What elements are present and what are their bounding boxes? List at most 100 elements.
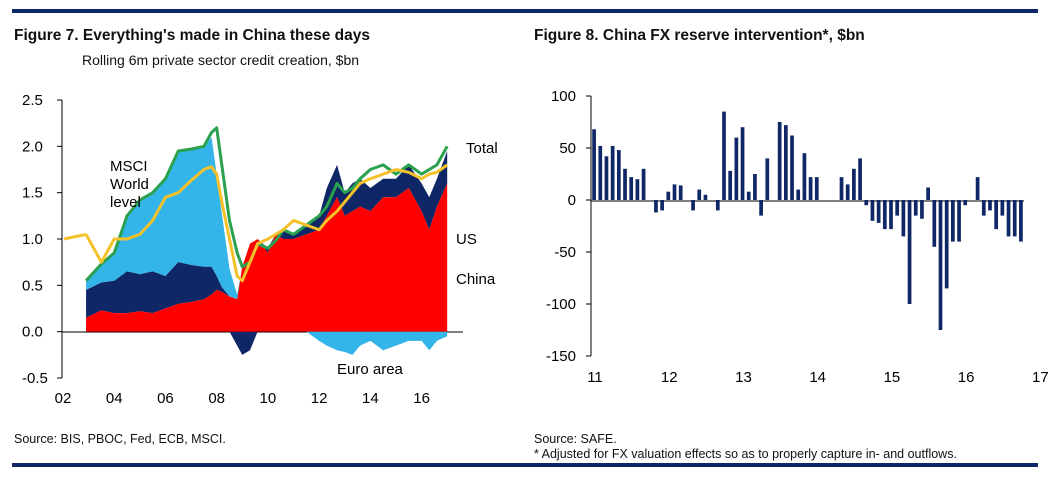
- fig8-bar: [740, 127, 745, 200]
- fig8-y-tick-label: -150: [546, 348, 576, 365]
- fig8-bar: [876, 200, 881, 223]
- fig8-bar: [1012, 200, 1017, 237]
- fig8-bar: [852, 168, 856, 200]
- fig8-bar: [790, 135, 794, 200]
- fig8-y-tick-label: 50: [559, 140, 576, 157]
- fig8-bar: [691, 200, 695, 211]
- fig8-bar: [728, 170, 733, 200]
- total-series-line: [84, 126, 449, 282]
- fig8-bar: [951, 200, 955, 242]
- us-series: [86, 150, 448, 318]
- fig7-x-tick-label: 06: [157, 390, 174, 407]
- fig8-bar: [666, 191, 671, 200]
- fig8-bar: [592, 129, 596, 200]
- fig8-bar: [703, 194, 708, 200]
- figure-8-chart: 100 50 0 -50 -100 -150 11 12 13 14 15 16 17: [546, 88, 1048, 386]
- us-label: US: [456, 231, 477, 248]
- fig8-bar: [981, 200, 986, 216]
- fig8-bar: [616, 150, 621, 200]
- fig8-x-tick-label: 11: [587, 369, 603, 386]
- msci-world-series-line: [84, 163, 449, 283]
- euro-area-negative-series: [86, 331, 448, 355]
- fig8-bar: [722, 111, 726, 200]
- fig7-x-tick-label: 16: [413, 390, 430, 407]
- fig8-bar: [654, 200, 658, 213]
- msci-label-line1: MSCI: [110, 158, 148, 175]
- figure-7-subtitle: Rolling 6m private sector credit creatio…: [82, 52, 360, 68]
- fig8-bar: [975, 177, 980, 200]
- fig8-bar: [926, 187, 930, 200]
- fig8-bar: [864, 200, 869, 206]
- fig7-y-tick-label: 2.0: [22, 138, 43, 155]
- fig8-bar: [734, 137, 739, 200]
- fig7-x-tick-label: 10: [260, 390, 277, 407]
- msci-label-line2: World: [110, 176, 149, 193]
- fig8-bar: [882, 200, 887, 230]
- fig8-bar: [759, 200, 763, 216]
- fig8-bar: [746, 191, 751, 200]
- fig8-bar: [715, 200, 720, 211]
- fig8-bar: [697, 189, 702, 200]
- fig8-bar: [907, 200, 912, 304]
- fig8-bar: [777, 122, 782, 200]
- fig8-bar: [598, 145, 603, 200]
- fig8-bar: [938, 200, 943, 330]
- fig7-x-tick-label: 04: [106, 390, 123, 407]
- euro-area-label: Euro area: [337, 361, 404, 378]
- fig8-bar: [672, 184, 677, 200]
- figure-8-source: Source: SAFE.: [534, 432, 617, 446]
- fig8-bar: [796, 189, 801, 200]
- fig8-bar: [623, 168, 627, 200]
- fig7-x-tick-label: 08: [208, 390, 225, 407]
- fig8-bar: [920, 200, 924, 219]
- fig8-bar: [944, 200, 949, 289]
- fig8-x-tick-label: 15: [884, 369, 901, 386]
- fig7-y-tick-label: -0.5: [22, 370, 48, 387]
- fig8-x-tick-label: 14: [809, 369, 826, 386]
- figure-8-title: Figure 8. China FX reserve intervention*…: [534, 27, 865, 44]
- fig8-bar: [901, 200, 906, 237]
- fig8-y-tick-label: 0: [568, 192, 576, 209]
- euro-area-series: [86, 137, 448, 300]
- total-label: Total: [466, 140, 498, 157]
- fig7-y-tick-label: 1.5: [22, 185, 43, 202]
- fig7-y-tick-label: 0.5: [22, 277, 43, 294]
- fig8-x-tick-label: 12: [661, 369, 678, 386]
- figure-7-title: Figure 7. Everything's made in China the…: [14, 27, 370, 44]
- fig7-y-tick-label: 2.5: [22, 92, 43, 109]
- china-label: China: [456, 271, 496, 288]
- fig8-bar: [604, 156, 609, 200]
- msci-label-line3: level: [110, 194, 141, 211]
- fig8-bar: [641, 168, 646, 200]
- bottom-rule: [12, 463, 1038, 467]
- fig7-x-tick-label: 12: [311, 390, 328, 407]
- fig8-bar: [913, 200, 918, 216]
- fig8-bar: [870, 200, 875, 221]
- fig8-bar: [895, 200, 900, 216]
- fig8-bar: [845, 184, 850, 200]
- fig8-bar: [1019, 200, 1023, 242]
- fig8-y-tick-label: -100: [546, 296, 576, 313]
- fig8-bar: [678, 185, 683, 200]
- fig8-x-tick-label: 17: [1032, 369, 1048, 386]
- fig8-bar: [610, 145, 615, 200]
- fig8-bar: [1006, 200, 1011, 237]
- fig8-bar: [957, 200, 961, 242]
- fig8-bar: [753, 174, 757, 200]
- china-series: [86, 183, 448, 332]
- figure-7-chart: 2.52.01.51.00.50.0-0.5 02 04 06 08 10 12 14 16 …: [22, 92, 498, 407]
- figure-7-source: Source: BIS, PBOC, Fed, ECB, MSCI.: [14, 432, 226, 446]
- top-rule: [12, 9, 1038, 13]
- fig8-bar: [765, 158, 770, 200]
- fig8-bar: [814, 177, 819, 200]
- fig8-bar: [994, 200, 999, 230]
- fig8-bar: [1000, 200, 1005, 216]
- fig8-bar: [660, 200, 664, 211]
- fig7-y-tick-label: 0.0: [22, 324, 43, 341]
- fig8-bar: [889, 200, 893, 230]
- msci-world-series-lead: [63, 232, 87, 241]
- fig8-bar: [629, 177, 634, 200]
- fig8-bar: [963, 200, 968, 206]
- fig8-bar: [808, 177, 813, 200]
- fig7-x-tick-label: 02: [55, 390, 72, 407]
